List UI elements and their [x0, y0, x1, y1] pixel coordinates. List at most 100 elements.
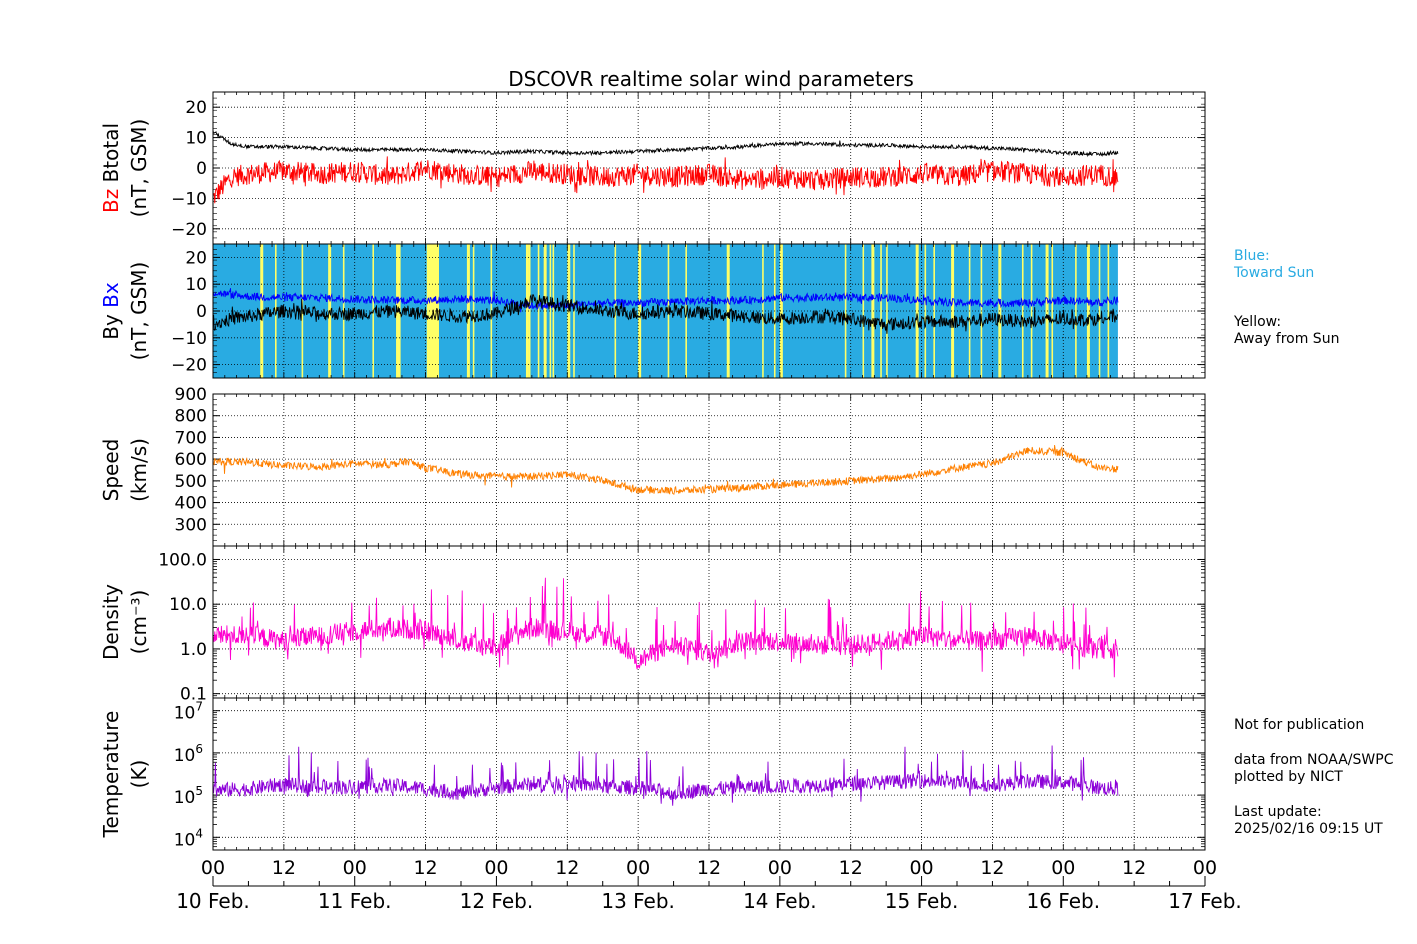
temperature-series-line: [212, 745, 1119, 806]
away-from-sun-legend-title: Yellow:: [1234, 314, 1282, 330]
y-tick-label: −20: [171, 356, 207, 376]
speed-y-units: (km/s): [127, 438, 151, 502]
x-hour-label: 12: [413, 857, 437, 879]
y-tick-label: 700: [175, 428, 207, 448]
y-tick-label: 10: [185, 129, 207, 149]
x-hour-label: 12: [272, 857, 296, 879]
away-from-sun-band: [915, 244, 919, 378]
away-from-sun-band: [933, 244, 935, 378]
away-from-sun-band: [779, 244, 783, 378]
away-from-sun-legend: Yellow: Away from Sun: [1234, 314, 1339, 348]
y-tick-label: −10: [171, 189, 207, 209]
away-from-sun-band: [472, 244, 475, 378]
away-from-sun-band: [342, 244, 345, 378]
away-from-sun-band: [886, 244, 888, 378]
btotal-bz-y-label: Bz Btotal: [99, 123, 123, 213]
x-day-label: 11 Feb.: [318, 889, 392, 913]
x-hour-label: 00: [484, 857, 508, 879]
away-from-sun-band: [1086, 244, 1090, 378]
y-tick-label: 106: [174, 742, 203, 766]
away-from-sun-band: [275, 244, 277, 378]
x-hour-label: 00: [1051, 857, 1075, 879]
bx-series-line: [212, 288, 1119, 313]
y-tick-label: 900: [175, 385, 207, 405]
x-hour-label: 00: [626, 857, 650, 879]
last-update-label: Last update:: [1234, 804, 1322, 820]
x-day-label: 13 Feb.: [601, 889, 675, 913]
away-from-sun-band: [1107, 244, 1110, 378]
bx-by-y-units: (nT, GSM): [127, 262, 151, 361]
last-update-value: 2025/02/16 09:15 UT: [1234, 821, 1383, 837]
panel-frame: [212, 697, 1206, 851]
y-tick-label: 100.0: [158, 550, 207, 570]
y-tick-label: 500: [175, 472, 207, 492]
x-day-label: 12 Feb.: [460, 889, 534, 913]
toward-sun-legend-title: Blue:: [1234, 248, 1270, 264]
y-tick-label: 0: [196, 302, 207, 322]
x-hour-label: 00: [201, 857, 225, 879]
y-tick-label: −10: [171, 329, 207, 349]
away-from-sun-band: [528, 244, 531, 378]
data-source-note: data from NOAA/SWPC: [1234, 752, 1394, 768]
away-from-sun-band: [543, 244, 547, 378]
x-hour-label: 12: [697, 857, 721, 879]
away-from-sun-band: [924, 244, 927, 378]
x-hour-label: 00: [768, 857, 792, 879]
away-from-sun-band: [1021, 244, 1024, 378]
away-from-sun-band: [844, 244, 847, 378]
y-tick-label: 105: [174, 784, 203, 808]
publication-note: Not for publication: [1234, 717, 1365, 733]
x-day-label: 16 Feb.: [1026, 889, 1100, 913]
bx-by-y-label: By Bx: [99, 282, 123, 340]
away-from-sun-band: [1030, 244, 1033, 378]
away-from-sun-band: [549, 244, 552, 378]
x-day-label: 15 Feb.: [885, 889, 959, 913]
away-from-sun-band: [1098, 244, 1101, 378]
y-tick-label: 10: [185, 275, 207, 295]
away-from-sun-legend-text: Away from Sun: [1234, 331, 1340, 347]
y-tick-label: 10.0: [169, 595, 207, 615]
y-tick-label: 600: [175, 450, 207, 470]
temperature-y-label: Temperature: [99, 711, 123, 839]
speed-y-label: Speed: [99, 439, 123, 502]
away-from-sun-band: [880, 244, 882, 378]
x-day-label: 10 Feb.: [176, 889, 250, 913]
btotal-bz-y-units: (nT, GSM): [127, 119, 151, 218]
away-from-sun-band: [1051, 244, 1054, 378]
density-y-units: (cm⁻³): [127, 590, 151, 655]
density-series-line: [212, 577, 1119, 678]
panel-bx-by: −20 −10 0 10 20: [171, 243, 1206, 379]
plotted-by-note: plotted by NICT: [1234, 769, 1343, 785]
y-tick-label: 300: [175, 515, 207, 535]
y-tick-label: 800: [175, 407, 207, 427]
x-hour-label: 12: [1122, 857, 1146, 879]
y-tick-label: 20: [185, 98, 207, 118]
x-hour-label: 12: [839, 857, 863, 879]
away-from-sun-band: [1075, 244, 1077, 378]
away-from-sun-band: [871, 244, 875, 378]
panel-temperature: 104 105 106 107: [174, 697, 1206, 851]
away-from-sun-band: [951, 244, 955, 378]
y-tick-label: 1.0: [180, 640, 207, 660]
x-hour-label: 12: [980, 857, 1004, 879]
away-from-sun-band: [525, 244, 529, 378]
by-series-line: [212, 294, 1119, 334]
away-from-sun-band: [552, 244, 555, 378]
panel-btotal-bz: −20 −10 0 10 20: [171, 91, 1206, 245]
y-tick-label: 20: [185, 248, 207, 268]
panel-density: 0.1 1.0 10.0 100.0: [158, 545, 1206, 705]
y-tick-label: 400: [175, 494, 207, 514]
away-from-sun-band: [726, 244, 730, 378]
away-from-sun-band: [537, 244, 540, 378]
btotal-series-line: [212, 130, 1119, 158]
panel-frame: [212, 243, 1206, 379]
chart-title: DSCOVR realtime solar wind parameters: [508, 67, 914, 91]
toward-sun-legend-text: Toward Sun: [1234, 265, 1315, 281]
temperature-y-units: (K): [127, 760, 151, 789]
y-tick-label: 0: [196, 159, 207, 179]
x-hour-label: 00: [909, 857, 933, 879]
away-from-sun-band: [685, 244, 687, 378]
x-day-label: 17 Feb.: [1168, 889, 1242, 913]
